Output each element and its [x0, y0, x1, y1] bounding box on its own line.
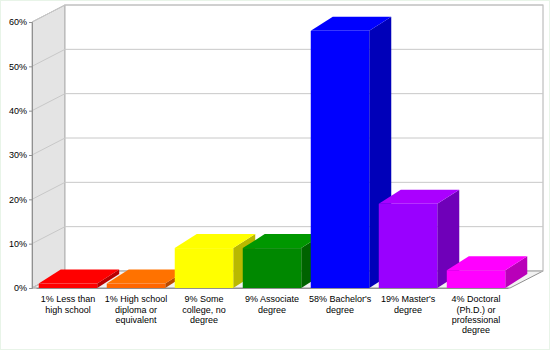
bar [175, 248, 233, 288]
x-tick-label: 1% Less thanhigh school [41, 294, 96, 314]
x-tick-label-line: 1% High school [105, 294, 168, 304]
bar [311, 31, 369, 288]
chart: 0% 10% 20% 30% 40% 50% 60% 1% Less thanhigh sch… [0, 0, 550, 350]
x-tick-label: 9% Associatedegree [245, 294, 299, 314]
x-tick-label-line: 4% Doctoral [452, 294, 501, 304]
x-axis: 1% Less thanhigh school 1% High schooldip… [37, 288, 509, 335]
y-tick-label: 30% [9, 150, 27, 160]
y-tick: 40% [9, 106, 32, 116]
x-tick: 1% Less thanhigh school [41, 288, 96, 315]
x-tick-label: 1% High schooldiploma orequivalent [105, 294, 168, 325]
x-tick-label-line: diploma or [115, 305, 157, 315]
x-tick-label: 9% Somecollege, nodegree [182, 294, 226, 325]
grid-line [32, 138, 543, 155]
x-tick: 19% Master'sdegree [381, 288, 436, 315]
grid-line [32, 182, 543, 199]
bar-3d [447, 256, 527, 288]
x-tick-label-line: degree [462, 325, 490, 335]
y-tick-label: 0% [14, 283, 27, 293]
x-tick-label-line: degree [258, 305, 286, 315]
y-tick-mark [29, 22, 32, 23]
y-axis: 0% 10% 20% 30% 40% 50% 60% [9, 17, 33, 293]
x-tick: 9% Somecollege, nodegree [182, 288, 226, 325]
x-tick-label: 4% Doctoral(Ph.D.) orprofessionaldegree [452, 294, 501, 335]
x-tick-label: 58% Bachelor'sdegree [309, 294, 372, 314]
y-tick: 50% [9, 62, 32, 72]
y-tick-label: 10% [9, 239, 27, 249]
x-tick-label-line: 58% Bachelor's [309, 294, 372, 304]
y-tick: 30% [9, 150, 32, 160]
y-tick-mark [29, 111, 32, 112]
y-tick-mark [29, 66, 32, 67]
bar [447, 270, 505, 288]
y-tick-label: 60% [9, 17, 27, 27]
x-tick-label-line: 9% Some [184, 294, 223, 304]
x-tick: 4% Doctoral(Ph.D.) orprofessionaldegree [452, 288, 501, 335]
y-tick: 20% [9, 195, 32, 205]
y-tick: 10% [9, 239, 32, 249]
bar-top [311, 17, 391, 31]
y-tick-mark [29, 288, 32, 289]
background [1, 1, 550, 350]
x-tick-label-line: equivalent [115, 315, 157, 325]
grid [32, 5, 543, 288]
grid-line [32, 94, 543, 111]
bar-top [379, 190, 459, 204]
y-tick-label: 40% [9, 106, 27, 116]
x-tick-label-line: degree [326, 305, 354, 315]
y-tick-label: 50% [9, 62, 27, 72]
bars [39, 17, 528, 288]
grid-line [32, 5, 543, 22]
x-tick-label-line: high school [45, 305, 91, 315]
x-tick-label-line: (Ph.D.) or [457, 305, 496, 315]
y-tick-mark [29, 199, 32, 200]
x-axis-line [37, 288, 509, 289]
x-tick-label-line: degree [190, 315, 218, 325]
bar [107, 284, 165, 288]
x-tick-label-line: 9% Associate [245, 294, 299, 304]
x-tick-label-line: degree [394, 305, 422, 315]
x-tick: 9% Associatedegree [245, 288, 299, 315]
y-tick: 60% [9, 17, 32, 27]
y-tick-label: 20% [9, 195, 27, 205]
x-tick-label-line: professional [452, 315, 501, 325]
y-tick-mark [29, 244, 32, 245]
bar [39, 284, 97, 288]
x-tick-label: 19% Master'sdegree [381, 294, 436, 314]
x-tick-label-line: college, no [182, 305, 226, 315]
bar-top [175, 234, 255, 248]
x-tick: 1% High schooldiploma orequivalent [105, 288, 168, 325]
bar-top [447, 256, 527, 270]
x-tick-label-line: 19% Master's [381, 294, 436, 304]
y-axis-line [29, 23, 33, 289]
grid-line [32, 49, 543, 66]
bar-top [39, 270, 119, 284]
y-tick: 0% [14, 283, 32, 293]
bar [379, 204, 437, 288]
y-tick-mark [29, 155, 32, 156]
x-tick: 58% Bachelor'sdegree [309, 288, 372, 315]
x-tick-label-line: 1% Less than [41, 294, 96, 304]
bar [243, 248, 301, 288]
